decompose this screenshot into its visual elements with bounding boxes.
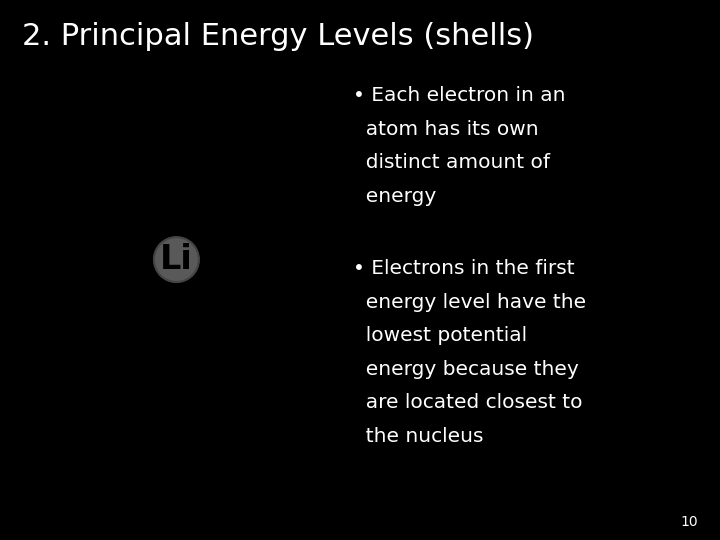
Circle shape xyxy=(176,259,177,260)
Circle shape xyxy=(162,245,191,274)
Circle shape xyxy=(174,256,179,262)
Text: energy: energy xyxy=(353,187,436,206)
Text: the nucleus: the nucleus xyxy=(353,427,483,446)
Circle shape xyxy=(154,237,199,282)
Circle shape xyxy=(166,250,186,269)
Text: distinct amount of: distinct amount of xyxy=(353,153,550,172)
Text: • Electrons in the first: • Electrons in the first xyxy=(353,259,575,278)
Circle shape xyxy=(170,253,183,266)
Circle shape xyxy=(168,251,184,268)
Text: energy level have the: energy level have the xyxy=(353,293,586,312)
Circle shape xyxy=(156,239,197,280)
Text: atom has its own: atom has its own xyxy=(353,120,539,139)
Circle shape xyxy=(175,258,178,261)
Circle shape xyxy=(161,244,192,275)
Circle shape xyxy=(157,240,196,279)
Circle shape xyxy=(165,248,188,271)
Point xyxy=(173,193,184,201)
Circle shape xyxy=(173,256,180,264)
Circle shape xyxy=(160,243,193,276)
Circle shape xyxy=(163,246,190,273)
Circle shape xyxy=(156,239,197,280)
Circle shape xyxy=(168,251,185,268)
Text: 2. Principal Energy Levels (shells): 2. Principal Energy Levels (shells) xyxy=(22,22,534,51)
Circle shape xyxy=(159,242,194,277)
Point xyxy=(178,219,189,228)
Text: energy because they: energy because they xyxy=(353,360,579,379)
Text: lowest potential: lowest potential xyxy=(353,326,527,345)
Circle shape xyxy=(166,249,187,270)
Circle shape xyxy=(174,258,179,262)
Circle shape xyxy=(158,241,195,278)
Text: • Each electron in an: • Each electron in an xyxy=(353,86,565,105)
Circle shape xyxy=(163,247,189,272)
Text: 10: 10 xyxy=(681,515,698,529)
Circle shape xyxy=(158,241,194,278)
Circle shape xyxy=(155,238,198,281)
Text: Li: Li xyxy=(160,243,193,276)
Text: are located closest to: are located closest to xyxy=(353,393,582,412)
Circle shape xyxy=(169,252,184,267)
Circle shape xyxy=(171,254,181,265)
Point xyxy=(165,219,176,228)
Circle shape xyxy=(171,254,182,266)
Circle shape xyxy=(161,245,192,274)
Circle shape xyxy=(172,255,181,264)
Circle shape xyxy=(164,248,189,272)
